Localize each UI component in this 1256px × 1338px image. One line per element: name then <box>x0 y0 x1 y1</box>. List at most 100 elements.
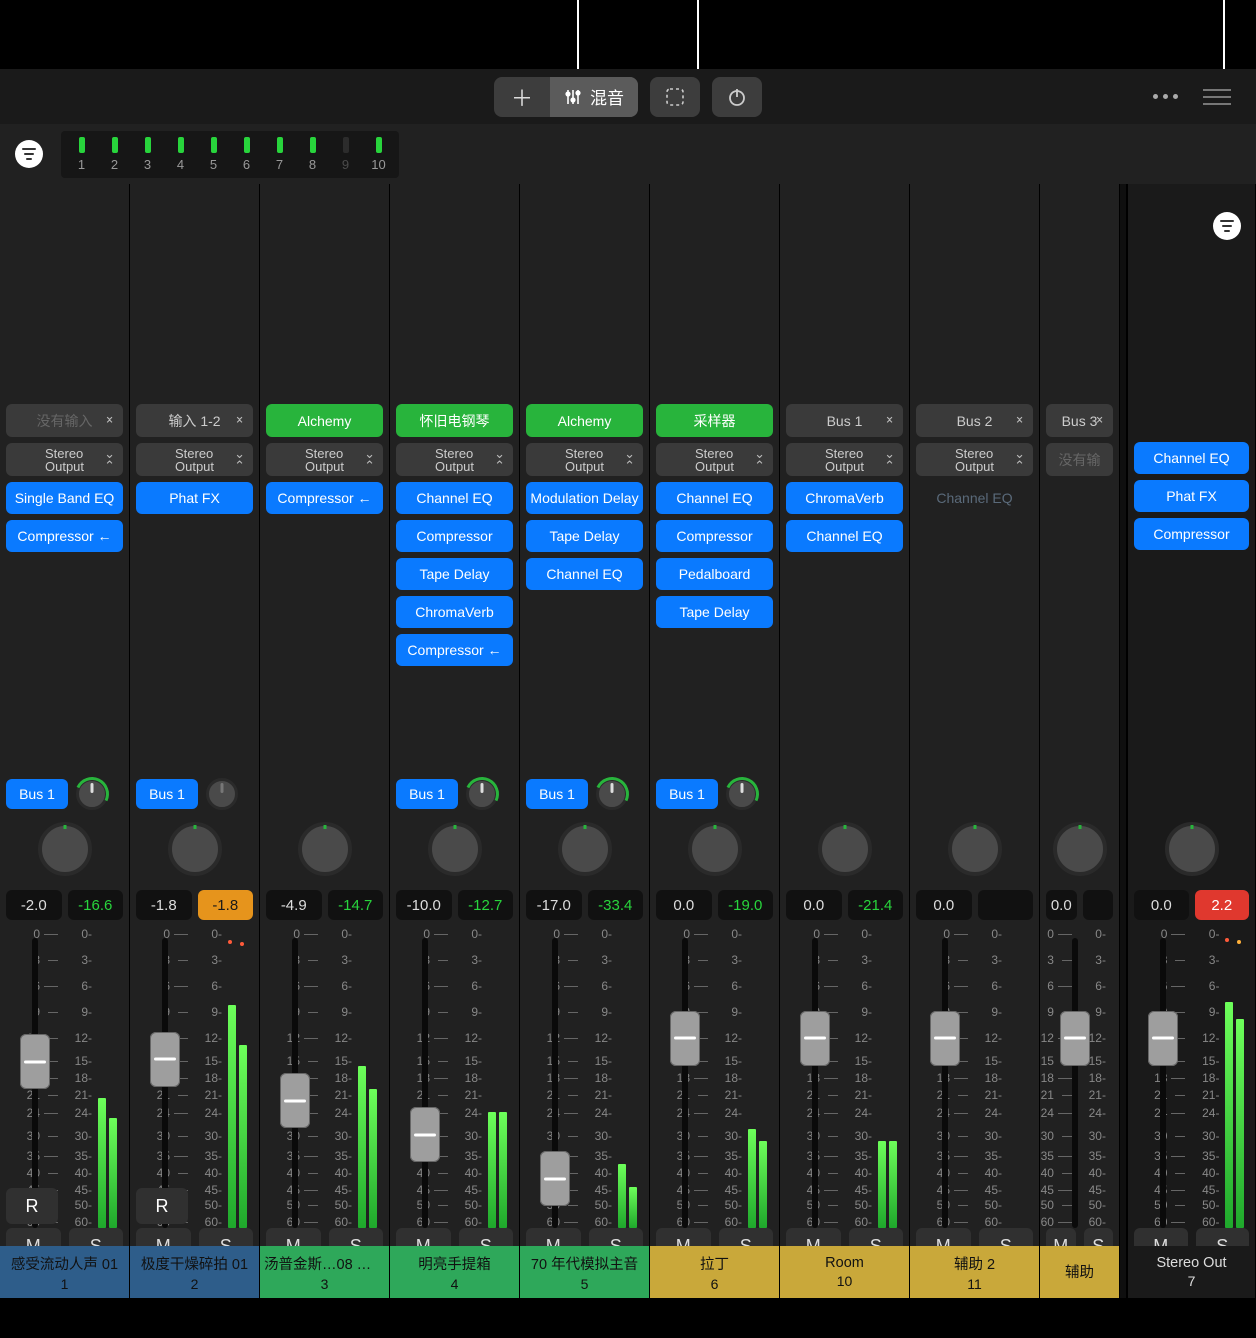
fx-slot[interactable]: Pedalboard <box>656 558 773 590</box>
pan-knob[interactable] <box>1165 822 1219 876</box>
fader-handle[interactable] <box>1148 1011 1178 1066</box>
pan-knob[interactable] <box>168 822 222 876</box>
overview-item[interactable]: 5 <box>197 137 230 172</box>
fx-slot[interactable]: ChromaVerb <box>786 482 903 514</box>
pan-knob[interactable] <box>428 822 482 876</box>
send-knob[interactable] <box>76 778 108 810</box>
overview-item[interactable]: 4 <box>164 137 197 172</box>
overview-item[interactable]: 9 <box>329 137 362 172</box>
fx-slot[interactable]: Compressor <box>396 520 513 552</box>
pan-knob[interactable] <box>688 822 742 876</box>
fader-handle[interactable] <box>410 1107 440 1162</box>
overview-item[interactable]: 7 <box>263 137 296 172</box>
fx-slot[interactable]: Compressor ← <box>396 634 513 666</box>
fader-readout[interactable]: 0.0 <box>656 890 712 920</box>
io-selector[interactable]: StereoOutput <box>136 443 253 476</box>
io-selector[interactable]: 输入 1-2 <box>136 404 253 437</box>
pan-knob[interactable] <box>298 822 352 876</box>
fader-handle[interactable] <box>930 1011 960 1066</box>
io-selector[interactable]: Alchemy <box>266 404 383 437</box>
track-label[interactable]: 极度干燥碎拍 012 <box>130 1246 259 1298</box>
io-selector[interactable]: Bus 2 <box>916 404 1033 437</box>
track-label[interactable]: Room10 <box>780 1246 909 1298</box>
fx-slot[interactable]: ChromaVerb <box>396 596 513 628</box>
fader-handle[interactable] <box>800 1011 830 1066</box>
track-label[interactable]: 拉丁6 <box>650 1246 779 1298</box>
fader-readout[interactable]: -10.0 <box>396 890 452 920</box>
fx-slot[interactable]: Compressor ← <box>6 520 123 552</box>
io-selector[interactable]: StereoOutput <box>916 443 1033 476</box>
fx-slot[interactable]: Phat FX <box>1134 480 1249 512</box>
fader-readout[interactable]: -1.8 <box>136 890 192 920</box>
fx-slot[interactable]: Compressor <box>1134 518 1249 550</box>
io-selector[interactable]: Alchemy <box>526 404 643 437</box>
record-enable-button[interactable]: R <box>6 1188 58 1224</box>
fx-slot[interactable]: Single Band EQ <box>6 482 123 514</box>
track-label[interactable]: 辅助 211 <box>910 1246 1039 1298</box>
send-slot[interactable]: Bus 1 <box>396 779 458 809</box>
io-selector[interactable]: StereoOutput <box>396 443 513 476</box>
fx-slot[interactable]: Tape Delay <box>656 596 773 628</box>
fader-handle[interactable] <box>150 1032 180 1087</box>
io-selector[interactable]: 怀旧电钢琴 <box>396 404 513 437</box>
fader-readout[interactable]: -17.0 <box>526 890 582 920</box>
peak-readout[interactable] <box>978 890 1034 920</box>
fx-slot[interactable]: Compressor <box>656 520 773 552</box>
menu-button[interactable] <box>1203 89 1231 105</box>
peak-readout[interactable]: -33.4 <box>588 890 644 920</box>
fader-handle[interactable] <box>540 1151 570 1206</box>
io-selector[interactable]: Bus 1 <box>786 404 903 437</box>
fader-readout[interactable]: 0.0 <box>786 890 842 920</box>
filter-button-right[interactable] <box>1213 212 1241 240</box>
overview-item[interactable]: 6 <box>230 137 263 172</box>
fx-slot[interactable]: Channel EQ <box>786 520 903 552</box>
peak-readout[interactable]: -14.7 <box>328 890 384 920</box>
send-slot[interactable]: Bus 1 <box>136 779 198 809</box>
send-knob[interactable] <box>206 778 238 810</box>
fx-slot[interactable]: Channel EQ <box>656 482 773 514</box>
peak-readout[interactable]: -19.0 <box>718 890 774 920</box>
peak-readout[interactable]: -1.8 <box>198 890 254 920</box>
io-selector[interactable]: 没有输入 <box>6 404 123 437</box>
fader-handle[interactable] <box>670 1011 700 1066</box>
io-selector[interactable]: Bus 3 <box>1046 404 1113 437</box>
fx-slot[interactable]: Channel EQ <box>1134 442 1249 474</box>
fx-slot[interactable]: Channel EQ <box>916 482 1033 514</box>
power-button[interactable] <box>712 77 762 117</box>
selection-tool-button[interactable] <box>650 77 700 117</box>
fx-slot[interactable]: Channel EQ <box>396 482 513 514</box>
pan-knob[interactable] <box>948 822 1002 876</box>
pan-knob[interactable] <box>558 822 612 876</box>
track-label[interactable]: 明亮手提箱4 <box>390 1246 519 1298</box>
overview-item[interactable]: 8 <box>296 137 329 172</box>
peak-readout[interactable]: -12.7 <box>458 890 514 920</box>
fx-slot[interactable]: Compressor ← <box>266 482 383 514</box>
io-selector[interactable]: StereoOutput <box>526 443 643 476</box>
fx-slot[interactable]: Modulation Delay <box>526 482 643 514</box>
io-selector[interactable]: StereoOutput <box>786 443 903 476</box>
fader-readout[interactable]: 0.0 <box>916 890 972 920</box>
record-enable-button[interactable]: R <box>136 1188 188 1224</box>
overview-item[interactable]: 10 <box>362 137 395 172</box>
track-label[interactable]: 感受流动人声 011 <box>0 1246 129 1298</box>
overview-item[interactable]: 2 <box>98 137 131 172</box>
fader-readout[interactable]: -4.9 <box>266 890 322 920</box>
track-label[interactable]: 辅助 <box>1040 1246 1119 1298</box>
add-button[interactable]: ＋ <box>494 77 550 117</box>
track-label[interactable]: 70 年代模拟主音5 <box>520 1246 649 1298</box>
io-selector[interactable]: StereoOutput <box>656 443 773 476</box>
send-knob[interactable] <box>596 778 628 810</box>
send-knob[interactable] <box>466 778 498 810</box>
fader-readout[interactable]: 0.0 <box>1046 890 1077 920</box>
filter-button[interactable] <box>15 140 43 168</box>
send-slot[interactable]: Bus 1 <box>6 779 68 809</box>
peak-readout[interactable]: -21.4 <box>848 890 904 920</box>
pan-knob[interactable] <box>1053 822 1107 876</box>
fx-slot[interactable]: Tape Delay <box>396 558 513 590</box>
io-selector[interactable]: StereoOutput <box>6 443 123 476</box>
track-label[interactable]: Stereo Out7 <box>1128 1246 1255 1298</box>
io-selector[interactable]: 没有输 <box>1046 443 1113 476</box>
pan-knob[interactable] <box>38 822 92 876</box>
fx-slot[interactable]: Phat FX <box>136 482 253 514</box>
send-slot[interactable]: Bus 1 <box>526 779 588 809</box>
